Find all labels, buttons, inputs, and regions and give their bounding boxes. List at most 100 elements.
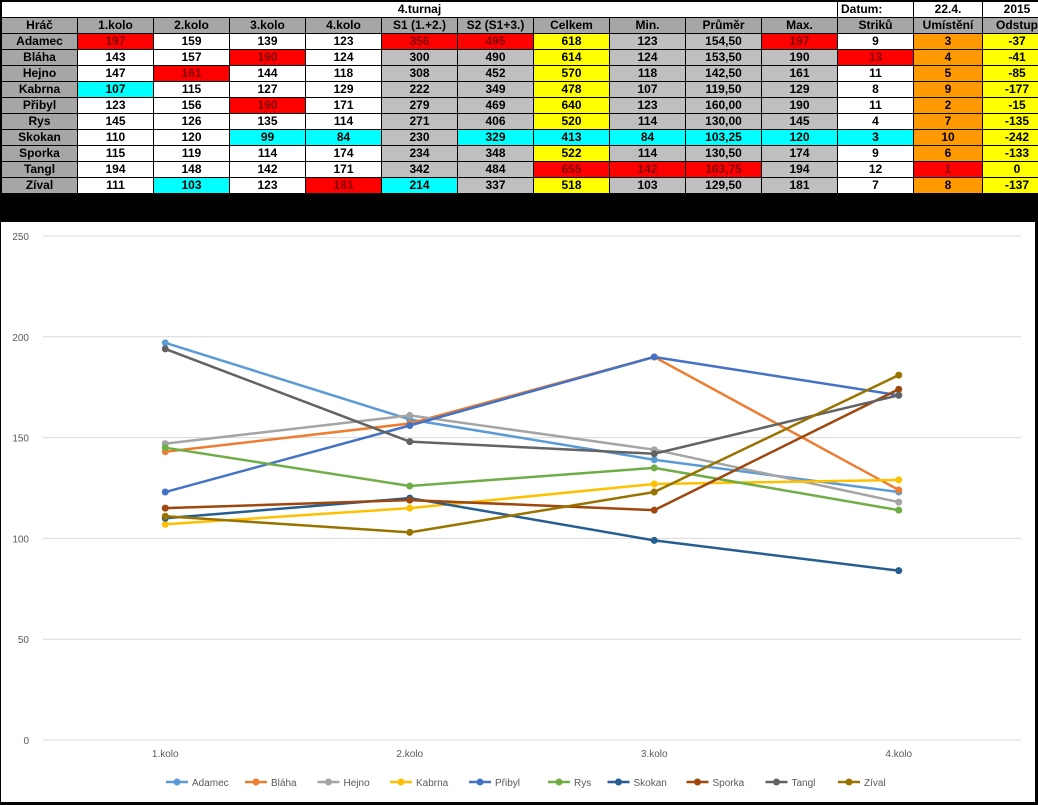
player-name-cell: Skokan <box>1 129 78 146</box>
table-cell: 618 <box>533 33 610 50</box>
table-cell: -133 <box>982 145 1038 162</box>
table-cell: 120 <box>761 129 838 146</box>
table-cell: 234 <box>381 145 458 162</box>
table-cell: 356 <box>381 33 458 50</box>
table-cell: 142 <box>609 161 686 178</box>
legend-marker <box>555 778 563 786</box>
column-header: Celkem <box>533 17 610 34</box>
table-row: Kabrna 107 115 127 129 222 349 478 107 119,50 129 8… <box>1 81 1038 98</box>
column-header: 4.kolo <box>305 17 382 34</box>
tournament-title: 4.turnaj <box>1 1 838 18</box>
player-name-cell: Kabrna <box>1 81 78 98</box>
table-row: Bláha 143 157 190 124 300 490 614 124 153,50 190 13… <box>1 49 1038 66</box>
data-point <box>895 486 903 494</box>
series-line <box>164 355 899 494</box>
table-cell: 520 <box>533 113 610 130</box>
player-name-cell: Bláha <box>1 49 78 66</box>
year-value: 2015 <box>982 1 1038 18</box>
table-cell: 161 <box>153 65 230 82</box>
table-cell: 107 <box>609 81 686 98</box>
x-tick-label: 2.kolo <box>396 749 423 760</box>
table-cell: 8 <box>837 81 914 98</box>
table-cell: 127 <box>229 81 306 98</box>
table-cell: 123 <box>229 177 306 194</box>
legend-marker <box>252 778 260 786</box>
table-cell: 99 <box>229 129 306 146</box>
legend-marker <box>773 778 780 786</box>
series-line <box>164 347 900 455</box>
table-cell: 8 <box>913 177 983 194</box>
column-header: 2.kolo <box>153 17 230 34</box>
table-cell: 12 <box>837 161 914 178</box>
table-cell: 107 <box>77 81 154 98</box>
table-cell: 614 <box>533 49 610 66</box>
table-cell: 9 <box>837 33 914 50</box>
table-cell: 413 <box>533 129 610 146</box>
chart-svg: 0 50 100 150 200 250 1.kolo 2.kolo 3.kolo 4.kolo A… <box>12 232 1021 789</box>
table-cell: 190 <box>229 49 306 66</box>
table-cell: 103,25 <box>685 129 762 146</box>
table-row: Hejno 147 161 144 118 308 452 570 118 142,50 161 11… <box>1 65 1038 82</box>
data-point <box>161 345 169 353</box>
table-cell: 271 <box>381 113 458 130</box>
table-cell: -15 <box>982 97 1038 114</box>
table-row: Zíval 111 103 123 181 214 337 518 103 129,50 181 7 8… <box>1 177 1038 194</box>
table-cell: 153,50 <box>685 49 762 66</box>
data-point <box>895 567 903 575</box>
table-cell: 103 <box>153 177 230 194</box>
table-cell: 655 <box>533 161 610 178</box>
data-point <box>650 456 658 464</box>
legend-label: Hejno <box>344 778 371 789</box>
table-cell: 1 <box>913 161 983 178</box>
legend-label: Sporka <box>713 778 745 789</box>
table-cell: 129 <box>305 81 382 98</box>
table-cell: 2 <box>913 97 983 114</box>
data-point <box>161 444 169 452</box>
table-cell: 522 <box>533 145 610 162</box>
date-value: 22.4. <box>913 1 983 18</box>
table-cell: 308 <box>381 65 458 82</box>
table-cell: 161 <box>761 65 838 82</box>
table-cell: 163,75 <box>685 161 762 178</box>
table-row: Adamec 197 159 139 123 356 495 618 123 154,50 197 9… <box>1 33 1038 50</box>
data-point <box>406 496 414 504</box>
title-row: 4.turnaj Datum: 22.4. 2015 <box>1 1 1038 18</box>
table-cell: 115 <box>77 145 154 162</box>
table-cell: 337 <box>457 177 534 194</box>
column-header: Umístění <box>913 17 983 34</box>
table-cell: -137 <box>982 177 1038 194</box>
table-cell: 142 <box>229 161 306 178</box>
table-cell: -85 <box>982 65 1038 82</box>
table-cell: 190 <box>761 49 838 66</box>
table-cell: 406 <box>457 113 534 130</box>
table-cell: -135 <box>982 113 1038 130</box>
y-tick-label: 50 <box>18 635 30 646</box>
table-cell: 4 <box>837 113 914 130</box>
table-cell: 145 <box>77 113 154 130</box>
series-line <box>165 388 900 512</box>
y-tick-label: 100 <box>12 534 29 545</box>
data-point <box>895 506 903 514</box>
player-name-cell: Hejno <box>1 65 78 82</box>
data-point <box>895 385 903 393</box>
table-cell: 114 <box>305 113 382 130</box>
table-cell: 197 <box>77 33 154 50</box>
table-cell: 118 <box>305 65 382 82</box>
table-cell: 5 <box>913 65 983 82</box>
series-line <box>165 496 899 572</box>
data-point <box>161 520 169 528</box>
table-cell: 181 <box>761 177 838 194</box>
data-point <box>650 464 658 472</box>
table-cell: 484 <box>457 161 534 178</box>
data-point <box>161 339 169 347</box>
table-cell: 130,00 <box>685 113 762 130</box>
table-cell: 181 <box>305 177 382 194</box>
x-tick-label: 4.kolo <box>885 749 912 760</box>
table-cell: 640 <box>533 97 610 114</box>
table-cell: 214 <box>381 177 458 194</box>
column-header: 1.kolo <box>77 17 154 34</box>
table-cell: 9 <box>837 145 914 162</box>
data-point <box>406 504 414 512</box>
table-cell: 10 <box>913 129 983 146</box>
table-cell: 110 <box>77 129 154 146</box>
